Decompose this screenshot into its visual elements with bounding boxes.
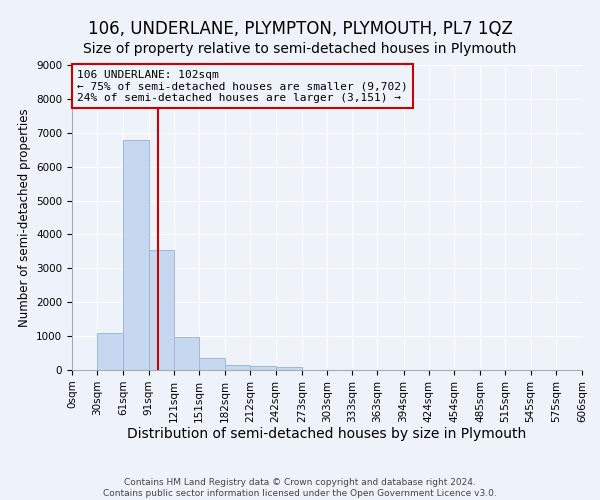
Text: Contains HM Land Registry data © Crown copyright and database right 2024.
Contai: Contains HM Land Registry data © Crown c… [103, 478, 497, 498]
Text: 106 UNDERLANE: 102sqm
← 75% of semi-detached houses are smaller (9,702)
24% of s: 106 UNDERLANE: 102sqm ← 75% of semi-deta… [77, 70, 408, 103]
Y-axis label: Number of semi-detached properties: Number of semi-detached properties [17, 108, 31, 327]
Text: Size of property relative to semi-detached houses in Plymouth: Size of property relative to semi-detach… [83, 42, 517, 56]
X-axis label: Distribution of semi-detached houses by size in Plymouth: Distribution of semi-detached houses by … [127, 428, 527, 442]
Bar [225, 364, 250, 370]
Bar [199, 358, 225, 370]
Text: 106, UNDERLANE, PLYMPTON, PLYMOUTH, PL7 1QZ: 106, UNDERLANE, PLYMPTON, PLYMOUTH, PL7 … [88, 20, 512, 38]
Bar [124, 140, 149, 370]
Bar [149, 250, 174, 370]
Bar [97, 332, 124, 370]
Bar [275, 366, 302, 370]
Bar [250, 366, 275, 370]
Bar [174, 338, 199, 370]
